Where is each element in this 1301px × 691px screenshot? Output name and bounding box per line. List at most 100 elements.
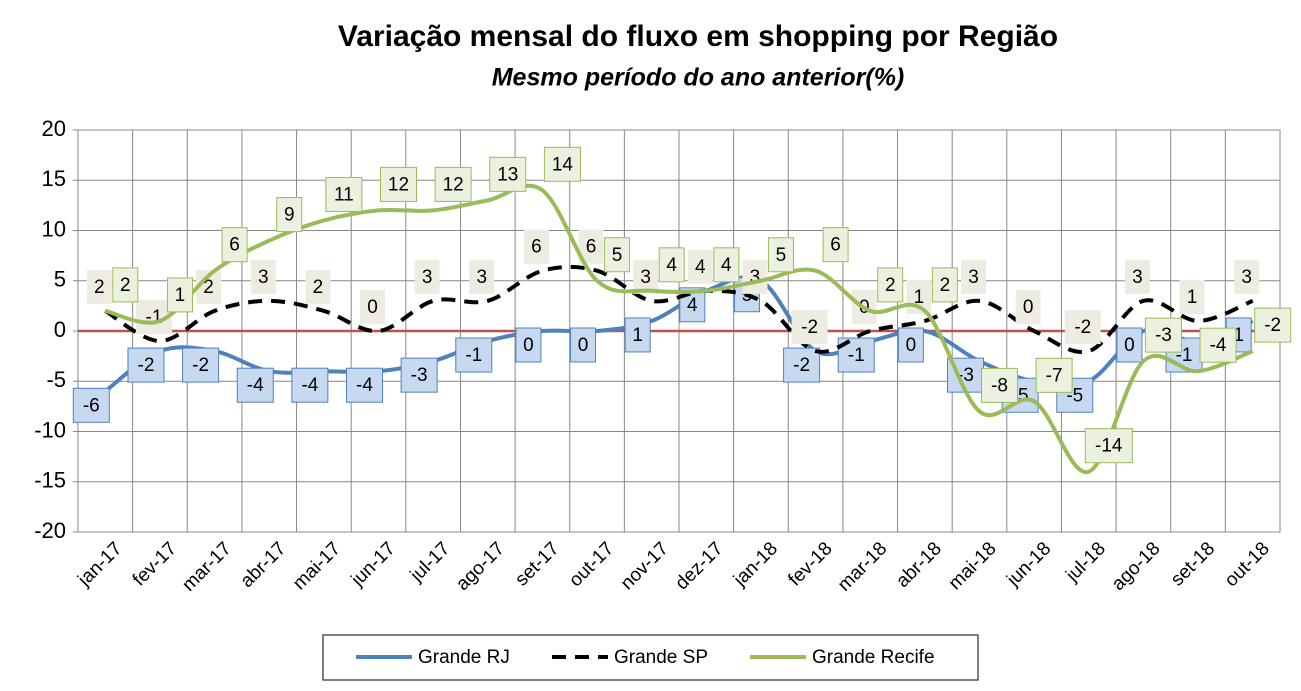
x-tick-label: mar-18 bbox=[834, 538, 891, 595]
data-label: -4 bbox=[247, 375, 264, 396]
data-label-box bbox=[489, 156, 527, 192]
data-label: 5 bbox=[776, 245, 787, 266]
data-label: 1 bbox=[175, 285, 186, 306]
data-label-box bbox=[633, 259, 659, 294]
data-label-box bbox=[1116, 327, 1143, 363]
data-label-box bbox=[414, 259, 440, 294]
data-label: 2 bbox=[203, 277, 214, 298]
x-tick-label: dez-17 bbox=[671, 538, 727, 594]
data-label: -4 bbox=[301, 375, 318, 396]
x-tick-label: set-17 bbox=[511, 538, 563, 590]
x-tick-label: jul-18 bbox=[1061, 538, 1109, 586]
data-label-box bbox=[767, 237, 794, 273]
data-label-box bbox=[400, 357, 438, 393]
data-label: 12 bbox=[443, 174, 464, 195]
data-label: 4 bbox=[721, 255, 732, 276]
data-label-box bbox=[380, 166, 417, 202]
legend-label: Grande SP bbox=[614, 647, 708, 668]
data-label: 6 bbox=[586, 237, 597, 258]
data-label: 5 bbox=[612, 245, 623, 266]
x-tick-label: jul-17 bbox=[406, 538, 454, 586]
data-label: 6 bbox=[229, 235, 240, 256]
data-label-box bbox=[86, 269, 112, 304]
legend-label: Grande RJ bbox=[418, 647, 510, 668]
data-label-box bbox=[523, 229, 549, 264]
data-label-box bbox=[877, 267, 904, 303]
data-label: -1 bbox=[465, 345, 482, 366]
y-tick-label: 5 bbox=[54, 267, 66, 292]
chart-subtitle: Mesmo período do ano anterior(%) bbox=[492, 64, 905, 92]
data-label: 2 bbox=[94, 277, 105, 298]
data-label: 3 bbox=[1132, 267, 1143, 288]
data-label: -8 bbox=[991, 375, 1008, 396]
data-label: 0 bbox=[578, 335, 589, 356]
x-tick-label: mai-17 bbox=[289, 538, 345, 594]
data-label: 0 bbox=[1124, 335, 1135, 356]
data-label: -7 bbox=[1046, 365, 1063, 386]
data-label-box bbox=[166, 277, 193, 313]
x-tick-label: jun-18 bbox=[1002, 538, 1055, 591]
data-label-box bbox=[515, 327, 542, 363]
data-label-box bbox=[1179, 279, 1205, 314]
data-label-box bbox=[822, 227, 849, 263]
data-label-box bbox=[1124, 259, 1150, 294]
data-label: 1 bbox=[914, 287, 925, 308]
y-tick-label: 15 bbox=[42, 166, 66, 191]
x-tick-label: out-17 bbox=[565, 538, 618, 591]
data-label-box bbox=[1084, 428, 1133, 464]
y-tick-label: 10 bbox=[42, 216, 66, 241]
data-label: -4 bbox=[356, 375, 373, 396]
data-label: 4 bbox=[695, 257, 706, 278]
data-label-box bbox=[742, 259, 768, 294]
data-label-box bbox=[961, 259, 986, 294]
data-label-box bbox=[1254, 307, 1292, 343]
data-label-box bbox=[127, 347, 165, 383]
data-label: -2 bbox=[793, 355, 810, 376]
series-line bbox=[104, 264, 1254, 355]
data-label: 4 bbox=[687, 295, 698, 316]
data-label: 11 bbox=[334, 184, 354, 205]
data-label-box bbox=[72, 387, 110, 423]
data-label-box bbox=[931, 267, 958, 303]
x-tick-label: jun-17 bbox=[347, 538, 400, 591]
data-label: -2 bbox=[1074, 317, 1091, 338]
data-label: 3 bbox=[476, 267, 487, 288]
y-tick-label: 20 bbox=[42, 116, 66, 141]
y-tick-label: -5 bbox=[46, 367, 66, 392]
x-tick-label: ago-18 bbox=[1108, 538, 1165, 595]
y-tick-label: -15 bbox=[34, 468, 66, 493]
data-label-box bbox=[1199, 327, 1237, 363]
data-label: 3 bbox=[750, 267, 761, 288]
data-label: 4 bbox=[666, 255, 677, 276]
data-label: -14 bbox=[1095, 436, 1123, 457]
data-label-box bbox=[543, 146, 581, 182]
data-label: 0 bbox=[906, 335, 917, 356]
x-tick-label: mai-18 bbox=[945, 538, 1001, 594]
y-tick-label: 0 bbox=[54, 317, 66, 342]
x-tick-label: ago-17 bbox=[452, 538, 509, 595]
x-tick-label: abr-17 bbox=[237, 538, 291, 592]
x-tick-label: fev-18 bbox=[784, 538, 836, 590]
data-label: 2 bbox=[885, 275, 896, 296]
data-label-box bbox=[221, 227, 248, 263]
data-label: 6 bbox=[830, 235, 841, 256]
data-label-box bbox=[291, 367, 329, 403]
data-label: 0 bbox=[367, 297, 378, 318]
x-tick-label: mar-17 bbox=[178, 538, 235, 595]
data-label: -2 bbox=[1264, 315, 1281, 336]
data-label: 2 bbox=[120, 275, 131, 296]
data-label: 2 bbox=[313, 277, 324, 298]
legend-label: Grande Recife bbox=[812, 647, 935, 668]
data-label: -2 bbox=[192, 355, 209, 376]
y-tick-label: -10 bbox=[34, 417, 66, 442]
data-label: -2 bbox=[801, 317, 818, 338]
data-label: -2 bbox=[138, 355, 155, 376]
data-label: 14 bbox=[552, 154, 574, 175]
x-tick-label: fev-17 bbox=[129, 538, 181, 590]
x-tick-label: abr-18 bbox=[892, 538, 946, 592]
data-label-box bbox=[455, 337, 493, 373]
data-label-box bbox=[687, 249, 713, 284]
data-label: 12 bbox=[388, 174, 409, 195]
data-label-box bbox=[469, 259, 495, 294]
data-label: 3 bbox=[640, 267, 651, 288]
